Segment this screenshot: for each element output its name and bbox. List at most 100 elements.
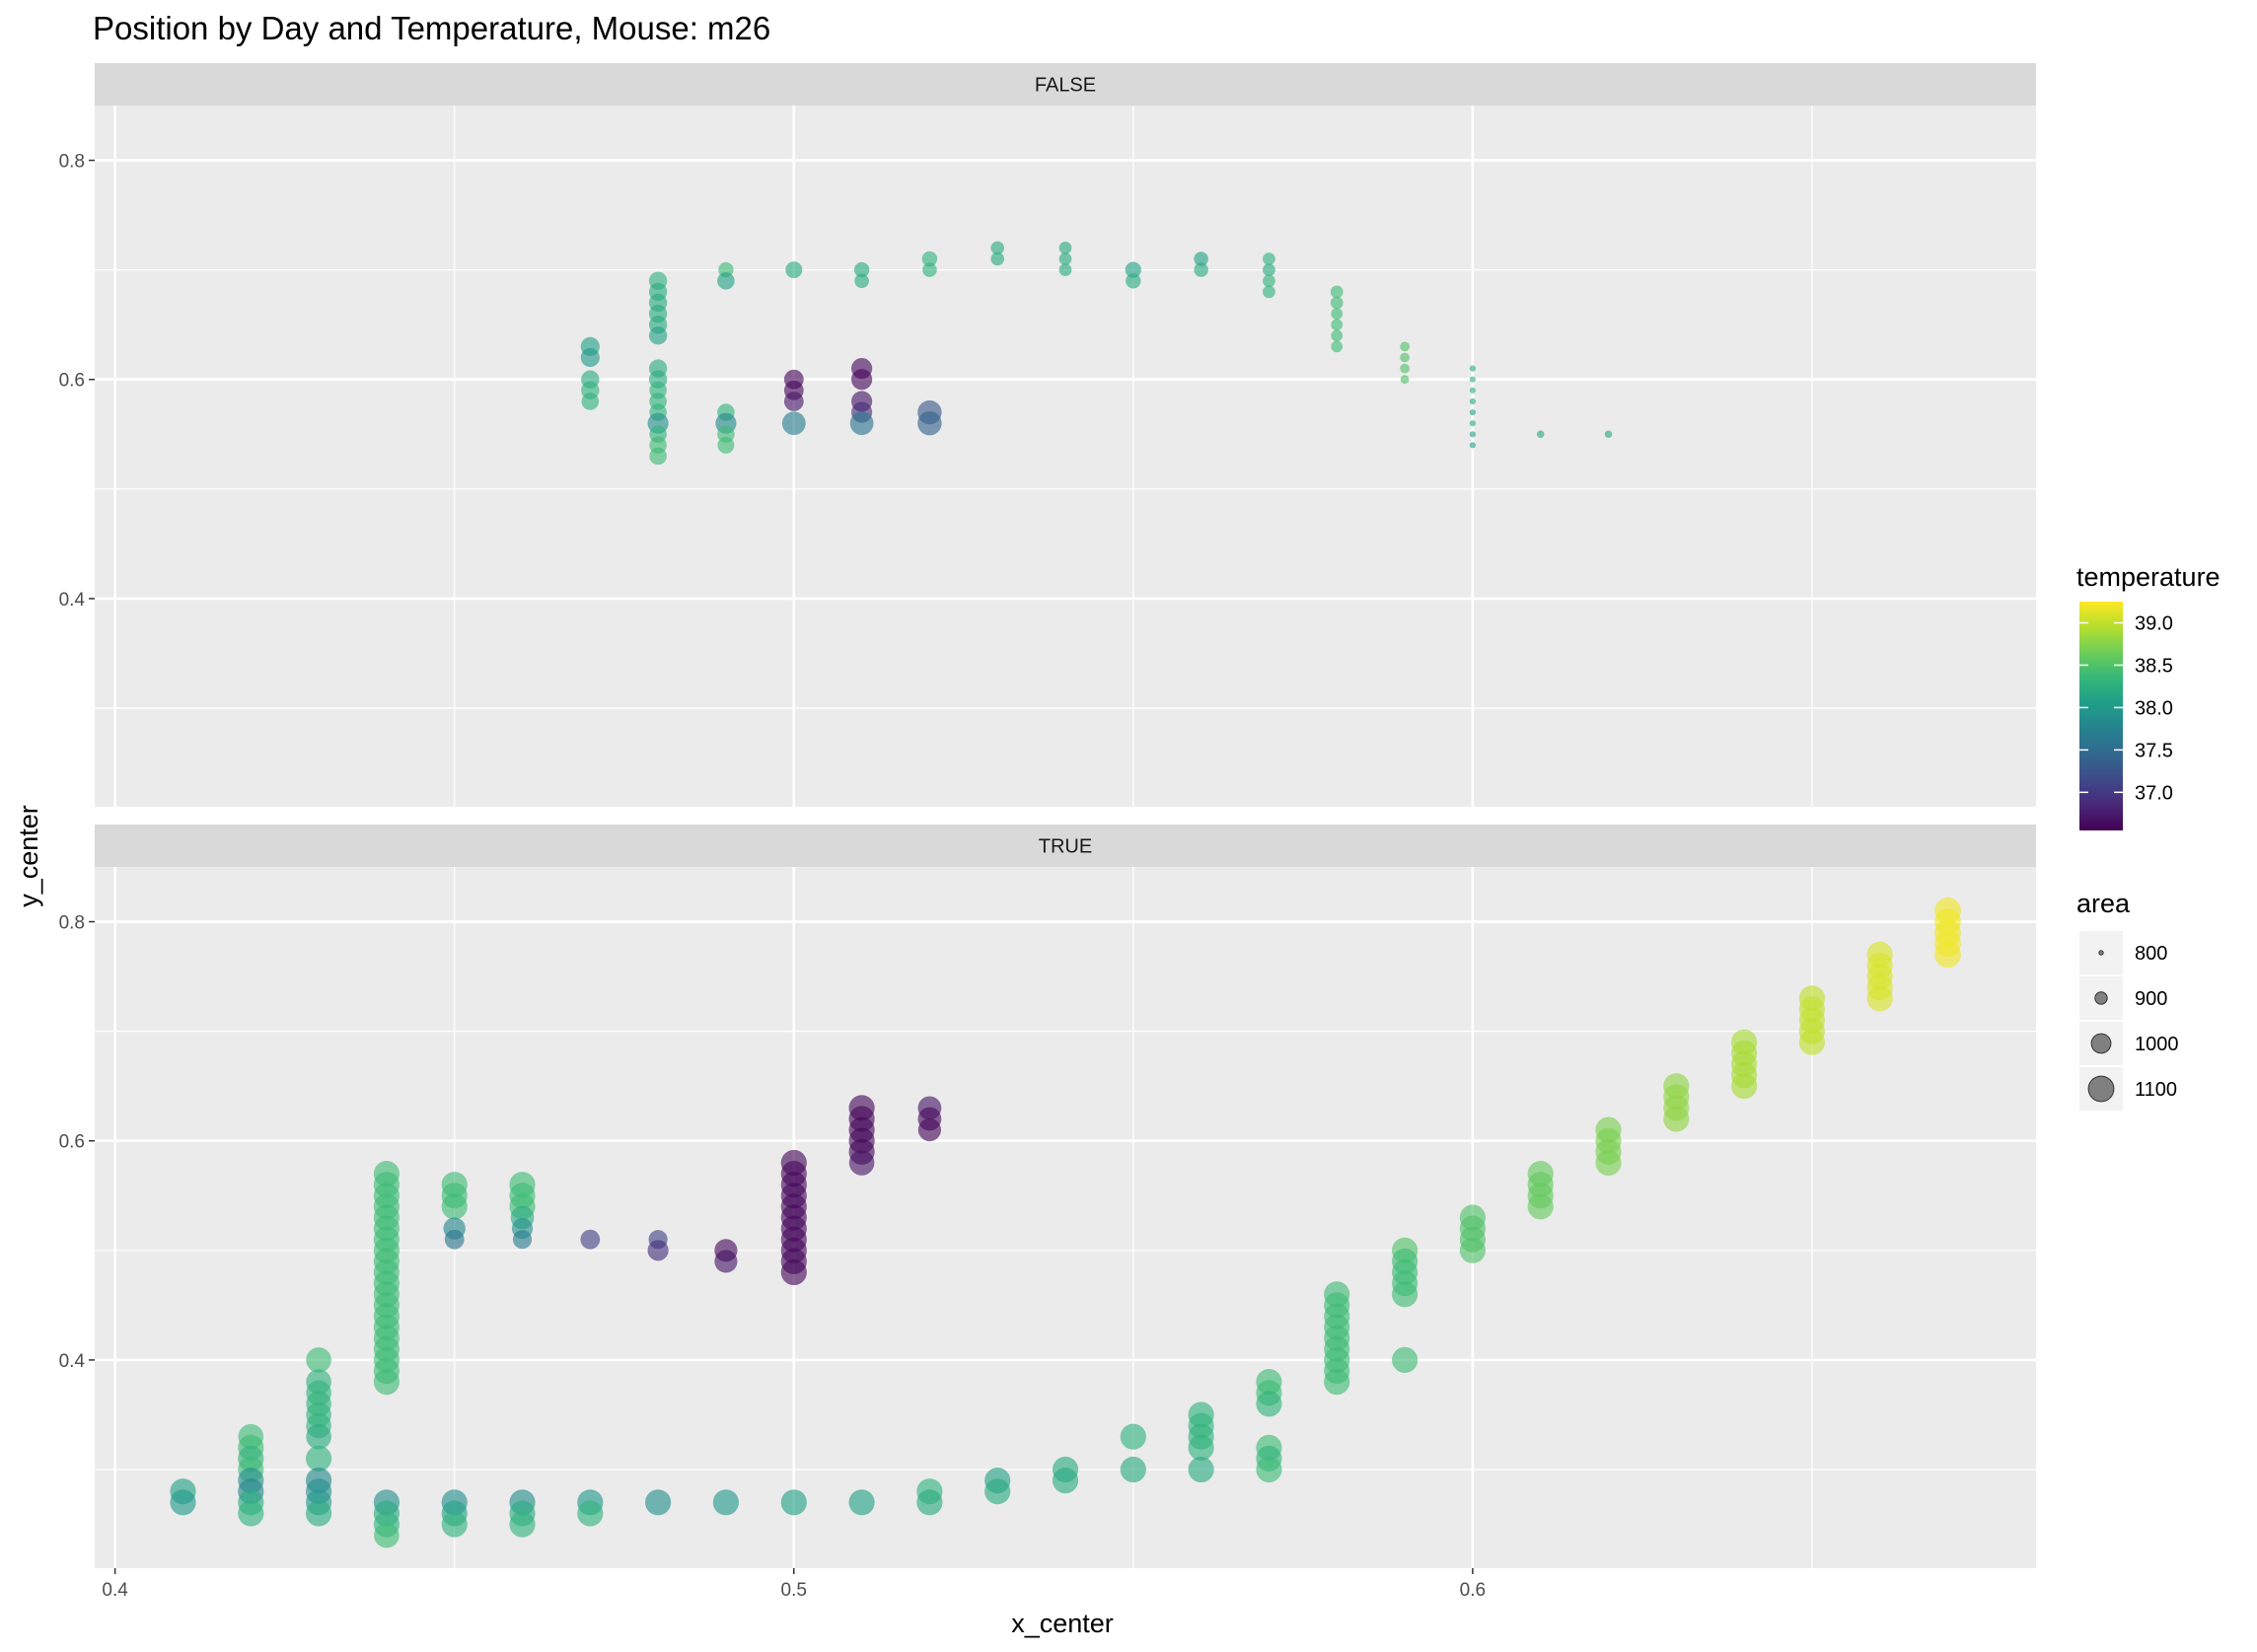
x-tick-label: 0.6 xyxy=(1460,1580,1486,1601)
data-point xyxy=(1256,1391,1282,1417)
data-point xyxy=(780,1489,807,1516)
data-point xyxy=(1331,340,1344,353)
data-point xyxy=(1527,1193,1554,1220)
data-point xyxy=(717,436,735,454)
data-point xyxy=(1469,387,1476,394)
data-point xyxy=(1324,1369,1350,1396)
data-point xyxy=(714,1250,738,1273)
colorbar-label: 38.0 xyxy=(2135,697,2173,719)
size-key-point xyxy=(2094,991,2108,1005)
data-point xyxy=(1052,1468,1079,1494)
data-point xyxy=(373,1369,400,1396)
data-point xyxy=(647,1240,669,1261)
data-point xyxy=(1194,251,1208,266)
data-point xyxy=(848,1489,875,1516)
colorbar-label: 39.0 xyxy=(2135,612,2173,634)
data-point xyxy=(1469,442,1476,449)
points-layer xyxy=(580,241,1613,466)
x-axis-title: x_center xyxy=(1011,1609,1114,1638)
data-point xyxy=(1469,397,1476,405)
panel-false: FALSE 0.4 0.6 0.8 xyxy=(59,63,2036,807)
size-key-point xyxy=(2087,1075,2115,1103)
data-point xyxy=(1126,273,1141,289)
panels: FALSE 0.4 0.6 0.8 TRUE 0.4 0.6 0.8 0.4 0.5 0.6 xyxy=(59,63,2036,1601)
data-point xyxy=(306,1423,331,1450)
y-tick-label: 0.8 xyxy=(59,913,85,934)
size-key-point xyxy=(2098,950,2104,956)
strip-background xyxy=(95,825,2036,867)
points-layer xyxy=(170,898,1961,1548)
colorbar-label: 37.0 xyxy=(2135,782,2173,804)
data-point xyxy=(1058,242,1072,254)
data-point xyxy=(1058,263,1072,276)
data-point xyxy=(783,392,804,411)
data-point xyxy=(581,393,600,410)
data-point xyxy=(1392,1346,1419,1373)
data-point xyxy=(512,1230,533,1250)
data-point xyxy=(1263,274,1275,288)
data-point xyxy=(1469,409,1476,416)
data-point xyxy=(509,1511,536,1538)
data-point xyxy=(238,1500,264,1527)
colorbar-label: 38.5 xyxy=(2135,655,2173,677)
size-key-label: 800 xyxy=(2135,943,2167,965)
x-tick-label: 0.5 xyxy=(781,1580,807,1601)
data-point xyxy=(1330,296,1344,310)
data-point xyxy=(1469,365,1476,372)
data-point xyxy=(1798,1029,1825,1055)
data-point xyxy=(1604,430,1613,439)
data-point xyxy=(1256,1456,1282,1483)
size-key-label: 1000 xyxy=(2135,1034,2179,1055)
data-point xyxy=(1331,329,1344,342)
data-point xyxy=(1595,1149,1622,1177)
size-legend-title: area xyxy=(2076,889,2131,918)
data-point xyxy=(1469,420,1476,427)
y-tick-label: 0.4 xyxy=(59,590,86,611)
data-point xyxy=(577,1500,604,1527)
data-point xyxy=(712,1489,740,1516)
data-point xyxy=(1058,252,1072,265)
data-point xyxy=(648,326,668,345)
data-point xyxy=(1263,285,1275,299)
data-point xyxy=(717,272,735,290)
data-point xyxy=(1866,985,1893,1012)
data-point xyxy=(170,1489,196,1516)
data-point xyxy=(848,1150,875,1176)
y-tick-label: 0.6 xyxy=(59,1132,85,1153)
data-point xyxy=(1400,363,1410,374)
data-point xyxy=(1263,252,1275,265)
data-point xyxy=(853,261,870,278)
strip-background xyxy=(95,63,2036,106)
strip-label: TRUE xyxy=(1039,836,1092,858)
data-point xyxy=(1469,431,1476,438)
data-point xyxy=(1459,1237,1486,1263)
data-point xyxy=(444,1229,465,1250)
data-point xyxy=(1188,1456,1214,1483)
data-point xyxy=(1400,375,1410,385)
data-point xyxy=(917,1118,942,1142)
data-point xyxy=(580,347,600,368)
data-point xyxy=(851,369,873,391)
data-point xyxy=(1934,941,1961,969)
data-point xyxy=(1125,261,1141,278)
x-tick-label: 0.4 xyxy=(102,1580,128,1601)
data-point xyxy=(1120,1423,1146,1450)
data-point xyxy=(1536,430,1545,439)
data-point xyxy=(917,411,942,436)
data-point xyxy=(374,1522,400,1548)
data-point xyxy=(306,1500,332,1527)
data-point xyxy=(441,1511,468,1538)
size-key-label: 1100 xyxy=(2135,1079,2177,1101)
y-axis-title: y_center xyxy=(14,805,43,907)
data-point xyxy=(780,1258,807,1286)
data-point xyxy=(1731,1073,1758,1100)
y-tick-label: 0.4 xyxy=(59,1351,86,1372)
data-point xyxy=(306,1445,332,1472)
size-key-label: 900 xyxy=(2135,988,2167,1010)
data-point xyxy=(781,411,806,436)
data-point xyxy=(916,1489,943,1516)
color-legend-title: temperature xyxy=(2076,562,2221,592)
data-point xyxy=(1120,1456,1146,1483)
data-point xyxy=(1330,285,1344,299)
